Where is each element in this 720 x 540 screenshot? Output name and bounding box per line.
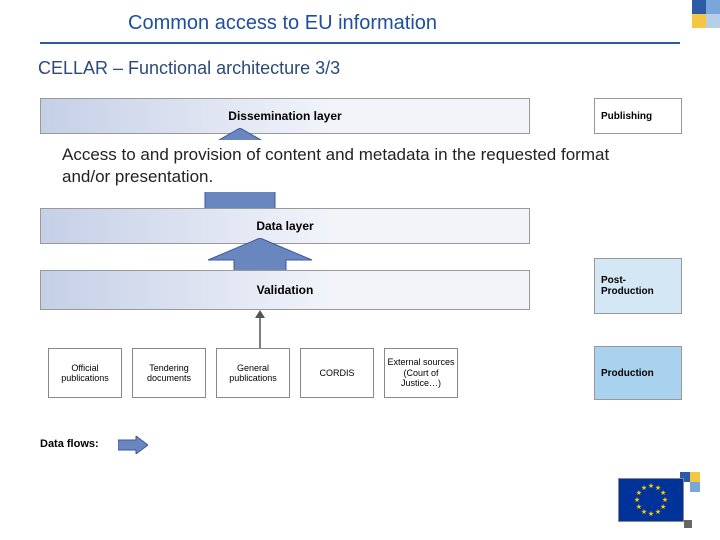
source-box: CORDIS: [300, 348, 374, 398]
source-box: Official publications: [48, 348, 122, 398]
source-box-label: CORDIS: [319, 368, 354, 378]
arrow-sources-to-validation: [252, 310, 268, 350]
phase-production-label: Production: [601, 368, 654, 379]
source-box-label: Tendering documents: [135, 363, 203, 384]
phase-postproduction-label: Post- Production: [601, 275, 654, 297]
layer-validation-label: Validation: [257, 283, 314, 297]
eu-flag-icon: ★★★★★★★★★★★★: [618, 478, 684, 522]
source-box: External sources (Court of Justice…): [384, 348, 458, 398]
callout-text: Access to and provision of content and m…: [60, 140, 660, 192]
source-box: General publications: [216, 348, 290, 398]
page-title: Common access to EU information: [128, 12, 437, 35]
layer-dissemination-label: Dissemination layer: [228, 109, 341, 123]
phase-postproduction: Post- Production: [594, 258, 682, 314]
layer-validation: Validation: [40, 270, 530, 310]
title-underline: [40, 42, 680, 44]
page-subtitle: CELLAR – Functional architecture 3/3: [38, 58, 340, 79]
phase-production: Production: [594, 346, 682, 400]
source-box: Tendering documents: [132, 348, 206, 398]
layer-data-label: Data layer: [256, 219, 313, 233]
corner-decoration: [678, 0, 720, 42]
source-box-label: External sources (Court of Justice…): [387, 357, 455, 388]
source-box-label: General publications: [219, 363, 287, 384]
phase-publishing-label: Publishing: [601, 111, 652, 122]
source-box-label: Official publications: [51, 363, 119, 384]
phase-publishing: Publishing: [594, 98, 682, 134]
dataflows-arrow-icon: [118, 436, 148, 454]
dataflows-label: Data flows:: [40, 438, 99, 450]
